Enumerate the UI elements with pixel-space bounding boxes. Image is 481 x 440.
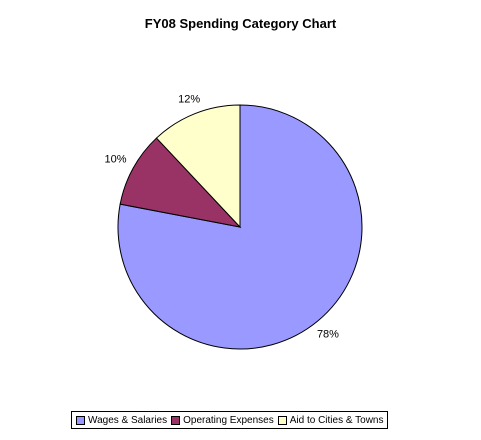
legend-item-operating: Operating Expenses [171,415,274,426]
chart-title: FY08 Spending Category Chart [144,16,337,31]
legend-label-wages: Wages & Salaries [88,414,168,426]
slice-label-wages: 78% [317,328,339,340]
legend-label-operating: Operating Expenses [183,414,274,426]
legend-item-aid: Aid to Cities & Towns [277,414,384,426]
pie-chart: 78% 10% 12% [105,94,363,350]
legend-label-aid: Aid to Cities & Towns [289,414,384,426]
slice-label-operating: 10% [105,154,127,166]
legend-swatch-operating [171,415,181,425]
legend-item-wages: Wages & Salaries [76,415,167,426]
legend-swatch-wages [76,415,85,425]
legend-swatch-aid [277,415,287,425]
pie-slice-operating [119,137,242,228]
pie-slice-aid [155,104,241,229]
legend: Wages & Salaries Operating Expenses Aid … [71,411,389,429]
slice-label-aid: 12% [178,94,200,106]
